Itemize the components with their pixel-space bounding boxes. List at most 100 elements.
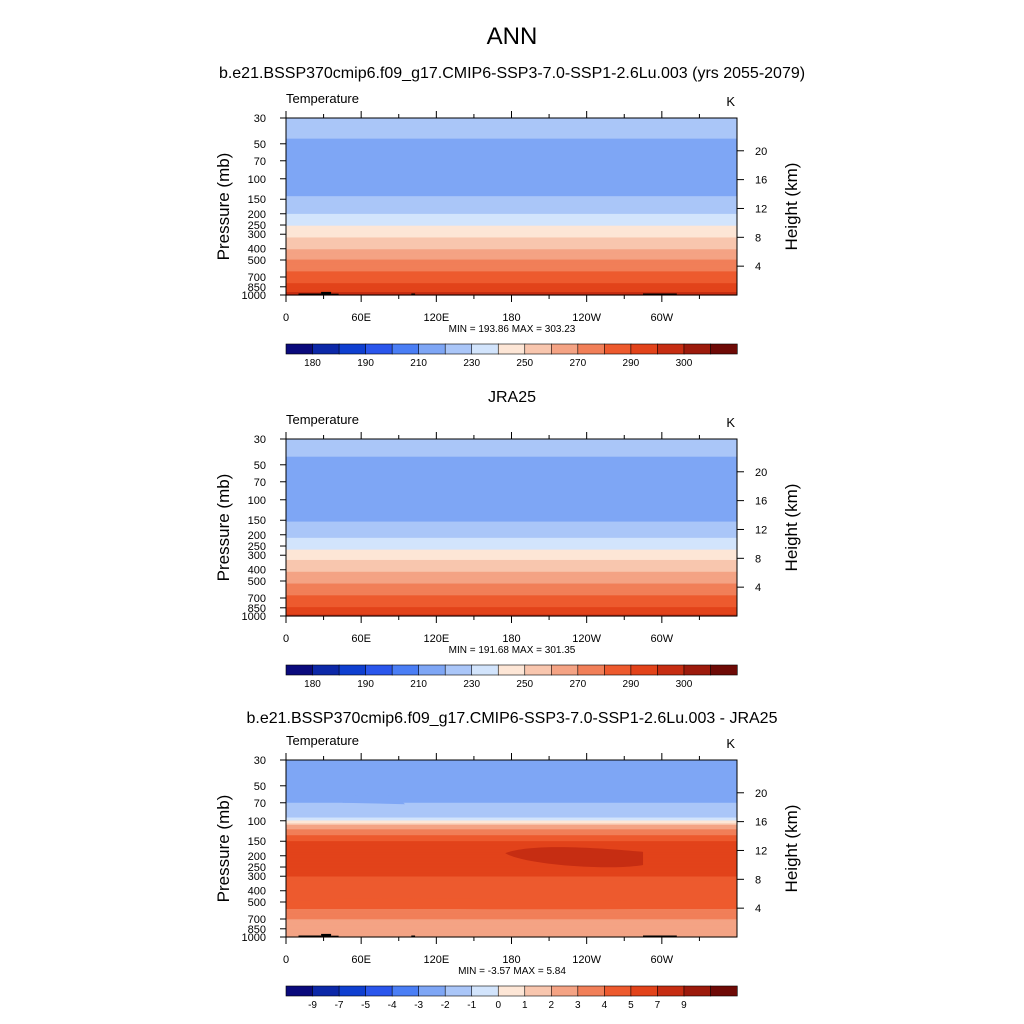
colorbar-label: 190 <box>357 679 374 690</box>
contour-band <box>286 861 737 864</box>
contour-band <box>286 236 737 239</box>
colorbar-box <box>604 985 632 997</box>
contour-band <box>286 199 737 202</box>
contour-band <box>286 587 737 591</box>
contour-band <box>286 265 737 268</box>
contour-band <box>286 503 737 506</box>
x-tick-label: 180 <box>502 312 520 324</box>
contour-band <box>286 500 737 504</box>
contour-band <box>286 238 737 242</box>
y-axis-title-right: Height (km) <box>782 805 801 893</box>
contour-band <box>286 137 737 140</box>
contour-band <box>286 817 737 820</box>
contour-band <box>286 492 737 495</box>
contour-band <box>286 764 737 767</box>
contour-band <box>286 237 737 240</box>
contour-band <box>286 467 737 470</box>
contour-band <box>286 184 737 187</box>
contour-band <box>286 873 737 876</box>
colorbar-box <box>710 664 738 676</box>
y-tick-label: 850 <box>248 603 266 615</box>
contour-band <box>286 768 737 771</box>
contour-band <box>286 474 737 477</box>
contour-band <box>286 471 737 474</box>
y-tick-label: 50 <box>254 460 266 472</box>
contour-band <box>286 542 737 545</box>
contour-band <box>286 178 737 181</box>
land-mask <box>321 291 332 295</box>
colorbar-box <box>338 343 367 355</box>
contour-band <box>286 292 737 295</box>
contour-band <box>286 554 737 557</box>
height-tick-label: 16 <box>755 496 767 508</box>
contour-band <box>286 826 737 829</box>
contour-band <box>286 465 737 468</box>
colorbar-box <box>683 985 712 997</box>
contour-band <box>286 162 737 165</box>
panels-container: b.e21.BSSP370cmip6.f09_g17.CMIP6-SSP3-7.… <box>214 65 805 1011</box>
contour-band <box>286 219 737 222</box>
colorbar-label: 270 <box>569 679 586 690</box>
colorbar-box <box>471 985 499 997</box>
colorbar-box <box>630 343 659 355</box>
y-tick-label: 300 <box>248 871 266 883</box>
contour-band <box>286 605 737 608</box>
contour-band <box>286 447 737 450</box>
contour-band <box>286 146 737 149</box>
contour-band <box>286 875 737 878</box>
contour-band <box>286 608 737 611</box>
contour-band <box>286 925 737 928</box>
contour-band <box>286 534 737 537</box>
contour-band <box>286 551 737 554</box>
contour-band <box>286 562 737 565</box>
contour-band <box>286 524 737 527</box>
contour-band <box>286 122 737 125</box>
contour-band <box>286 867 737 870</box>
y-tick-label: 250 <box>248 220 266 232</box>
contour-band <box>286 141 737 144</box>
colorbar-label: -1 <box>467 1000 476 1011</box>
contour-band <box>286 247 737 250</box>
colorbar-label: 4 <box>602 1000 608 1011</box>
contour-band <box>286 590 737 593</box>
contour-band <box>286 493 737 496</box>
colorbar-box <box>657 343 685 355</box>
colorbar-box <box>577 664 605 676</box>
contour-band <box>286 814 737 817</box>
contour-band <box>286 439 737 442</box>
contour-band <box>286 827 737 830</box>
contour-band <box>286 481 737 484</box>
contour-band <box>286 543 737 546</box>
contour-band <box>286 244 737 247</box>
contour-band <box>286 475 737 478</box>
contour-band <box>286 462 737 465</box>
contour-band <box>286 140 737 143</box>
land-mask <box>298 935 322 937</box>
contour-band <box>286 287 737 290</box>
colorbar-box <box>550 985 579 997</box>
colorbar-label: 210 <box>410 358 427 369</box>
units-label: K <box>726 736 735 751</box>
height-tick-label: 12 <box>755 845 767 857</box>
contour-band <box>286 533 737 536</box>
stats-text: MIN = -3.57 MAX = 5.84 <box>458 966 566 977</box>
midlevel-anomaly <box>286 898 737 910</box>
contour-band <box>286 810 737 813</box>
contour-band <box>286 150 737 153</box>
contour-band <box>286 788 737 791</box>
colorbar-box <box>444 985 473 997</box>
colorbar-label: 180 <box>304 679 321 690</box>
contour-band <box>286 243 737 246</box>
contour-band <box>286 469 737 473</box>
contour-band <box>286 934 737 937</box>
y-tick-label: 500 <box>248 897 266 909</box>
y-tick-label: 400 <box>248 565 266 577</box>
contour-band <box>286 458 737 461</box>
contour-band <box>286 908 737 912</box>
colorbar-box <box>312 985 340 997</box>
colorbar-box <box>630 664 659 676</box>
contour-band <box>286 816 737 819</box>
contour-band <box>286 215 737 218</box>
colorbar-label: 270 <box>569 358 586 369</box>
contour-band <box>286 866 737 869</box>
